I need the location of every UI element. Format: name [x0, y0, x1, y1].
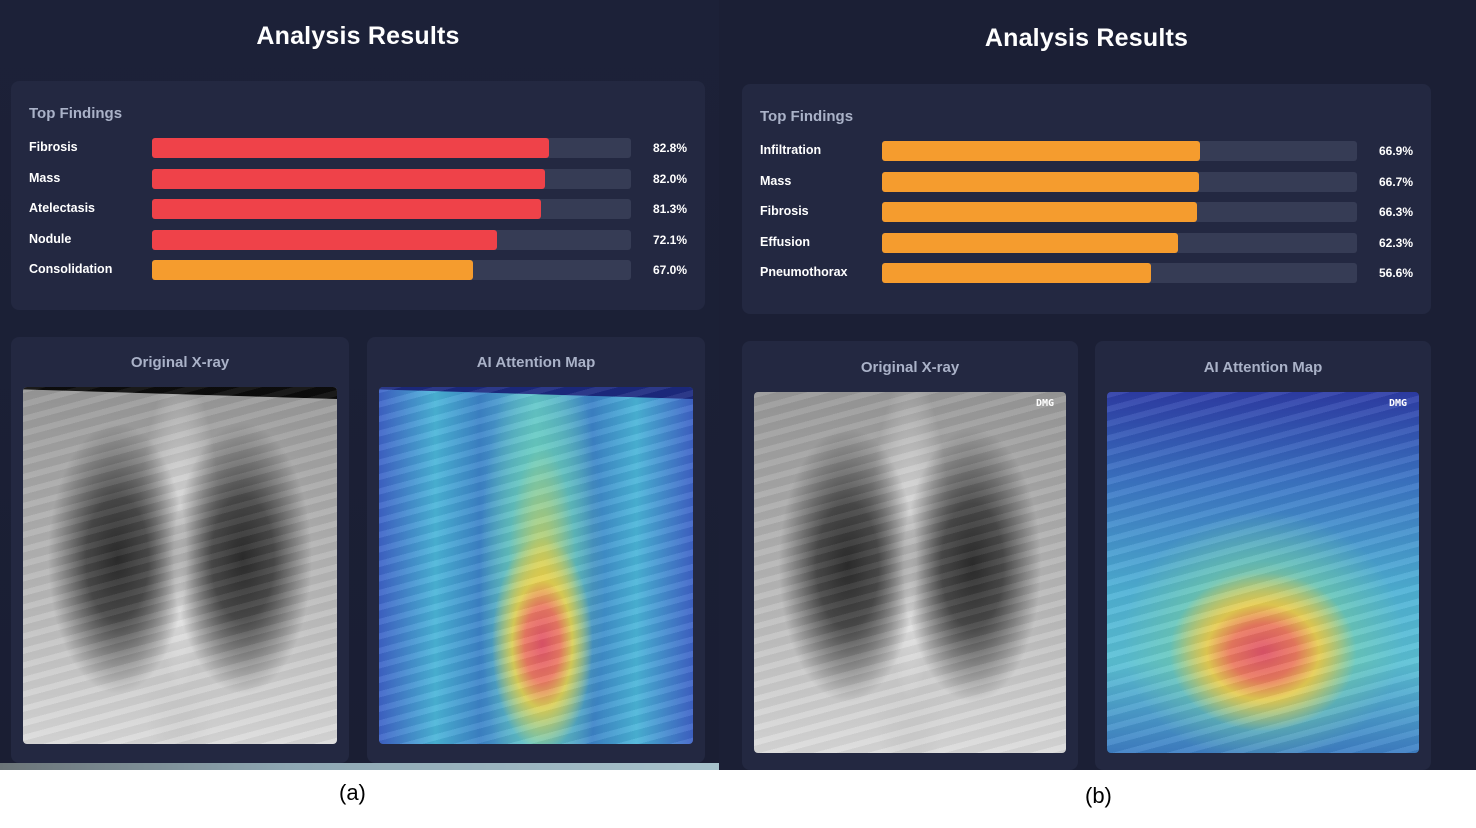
finding-percentage: 66.9% [1378, 144, 1413, 158]
attention-map-card: AI Attention Map DMG [1095, 341, 1431, 770]
caption-b: (b) [1085, 783, 1112, 808]
finding-row: Atelectasis 81.3% [29, 199, 689, 219]
finding-row: Mass 66.7% [760, 171, 1415, 192]
finding-bar-fill [882, 232, 1178, 253]
finding-percentage: 82.8% [652, 141, 687, 155]
top-findings-title: Top Findings [29, 105, 123, 122]
finding-label: Consolidation [29, 262, 113, 276]
original-xray-card: Original X-ray [11, 337, 349, 763]
finding-bar-fill [152, 168, 545, 189]
page-title: Analysis Results [256, 22, 460, 50]
finding-bar-fill [152, 229, 498, 250]
finding-percentage: 81.3% [652, 202, 687, 216]
finding-bar-fill [152, 138, 549, 158]
attention-map-image: DMG [1107, 392, 1419, 753]
caption-a: (a) [339, 780, 366, 805]
attention-map-title: AI Attention Map [476, 354, 596, 371]
page-title: Analysis Results [984, 24, 1189, 52]
attention-map-card: AI Attention Map [367, 337, 705, 763]
finding-row: Fibrosis 82.8% [29, 138, 689, 158]
original-xray-image [23, 387, 337, 744]
finding-bar-track [152, 168, 631, 189]
finding-percentage: 66.7% [1378, 174, 1413, 189]
finding-label: Mass [29, 170, 61, 185]
finding-bar-track [882, 171, 1357, 192]
finding-percentage: 72.1% [652, 232, 687, 247]
film-edge [23, 387, 337, 399]
finding-bar-fill [882, 263, 1151, 283]
finding-bar-track [152, 199, 631, 219]
film-marker-text: DMG [1035, 398, 1054, 409]
finding-bar-fill [882, 171, 1199, 192]
attention-map-title: AI Attention Map [1203, 359, 1323, 376]
finding-bar-track [882, 263, 1357, 283]
finding-row: Fibrosis 66.3% [760, 202, 1415, 222]
finding-percentage: 66.3% [1378, 205, 1413, 219]
finding-percentage: 82.0% [652, 171, 687, 186]
finding-row: Consolidation 67.0% [29, 260, 689, 280]
film-marker-text: DMG [1388, 398, 1407, 409]
finding-row: Effusion 62.3% [760, 232, 1415, 253]
original-xray-card: Original X-ray DMG [742, 341, 1078, 770]
finding-row: Nodule 72.1% [29, 229, 689, 250]
finding-label: Fibrosis [29, 140, 78, 154]
finding-bar-fill [882, 202, 1197, 222]
finding-label: Fibrosis [760, 204, 809, 218]
finding-bar-track [882, 202, 1357, 222]
top-findings-title: Top Findings [760, 108, 854, 125]
finding-label: Nodule [29, 231, 72, 246]
finding-percentage: 56.6% [1378, 266, 1413, 280]
analysis-panel-a: Analysis Results Top Findings Fibrosis 82… [0, 0, 719, 770]
finding-bar-track [152, 260, 631, 280]
finding-row: Pneumothorax 56.6% [760, 263, 1415, 283]
finding-label: Pneumothorax [760, 265, 848, 279]
finding-row: Infiltration 66.9% [760, 141, 1415, 161]
finding-label: Mass [760, 173, 792, 188]
finding-bar-track [882, 232, 1357, 253]
finding-bar-track [882, 141, 1357, 161]
finding-label: Infiltration [760, 143, 822, 157]
finding-percentage: 67.0% [652, 263, 687, 277]
original-xray-title: Original X-ray [130, 354, 230, 371]
analysis-panel-b: Analysis Results Top Findings Infiltrati… [719, 0, 1476, 770]
finding-label: Atelectasis [29, 201, 96, 215]
finding-row: Mass 82.0% [29, 168, 689, 189]
finding-bar-fill [882, 141, 1200, 161]
top-findings-card: Top Findings Infiltration 66.9% Mass 66.7% F… [742, 84, 1431, 314]
top-findings-card: Top Findings Fibrosis 82.8% Mass 82.0% Atele… [11, 81, 705, 310]
film-edge [379, 387, 693, 399]
original-xray-image: DMG [754, 392, 1066, 753]
finding-label: Effusion [760, 234, 810, 249]
bottom-strip [0, 763, 719, 770]
finding-bar-track [152, 229, 631, 250]
finding-bar-track [152, 138, 631, 158]
finding-bar-fill [152, 260, 473, 280]
original-xray-title: Original X-ray [860, 359, 960, 376]
finding-bar-fill [152, 199, 542, 219]
finding-percentage: 62.3% [1378, 235, 1413, 250]
attention-map-image [379, 387, 693, 744]
